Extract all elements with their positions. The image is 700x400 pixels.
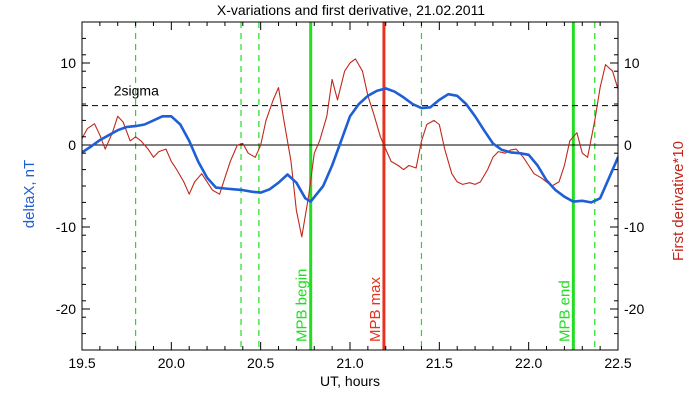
- x-axis-label: UT, hours: [320, 373, 380, 389]
- sigma-label: 2sigma: [114, 83, 159, 99]
- x-tick-label: 22.0: [515, 355, 542, 371]
- y-tick-label-right: 0: [624, 137, 632, 153]
- x-tick-label: 20.5: [247, 355, 274, 371]
- axes: 19.5 20.0 20.5 21.0 21.5 22.0 22.5 -20 -20 -10 -10…: [56, 21, 644, 371]
- y-tick-label-left: -10: [56, 219, 76, 235]
- y2-axis-label: First derivative*10: [670, 141, 687, 261]
- x-tick-label: 21.5: [426, 355, 453, 371]
- deltax-series-line: [82, 87, 618, 204]
- y-tick-label-left: -20: [56, 301, 76, 317]
- marker-label-4: MPB begin: [294, 269, 311, 342]
- reference-lines: [82, 105, 618, 146]
- marker-labels: MPB begin MPB max MPB end: [294, 269, 574, 342]
- x-tick-label: 22.5: [604, 355, 631, 371]
- series-group: [82, 58, 618, 238]
- x-tick-label: 20.0: [158, 355, 185, 371]
- y-tick-label-left: 0: [68, 137, 76, 153]
- y-tick-label-right: 10: [624, 55, 640, 71]
- vertical-markers: [135, 22, 596, 350]
- marker-label-5: MPB max: [367, 276, 384, 342]
- x-tick-label: 19.5: [68, 355, 95, 371]
- marker-label-7: MPB end: [556, 280, 573, 342]
- y-axis-label: deltaX, nT: [21, 160, 38, 228]
- x-tick-label: 21.0: [336, 355, 363, 371]
- derivative-series-line: [82, 58, 618, 238]
- y-tick-label-right: -20: [624, 301, 644, 317]
- y-tick-label-left: 10: [60, 55, 76, 71]
- y-tick-label-right: -10: [624, 219, 644, 235]
- chart-title: X-variations and first derivative, 21.02…: [217, 2, 485, 18]
